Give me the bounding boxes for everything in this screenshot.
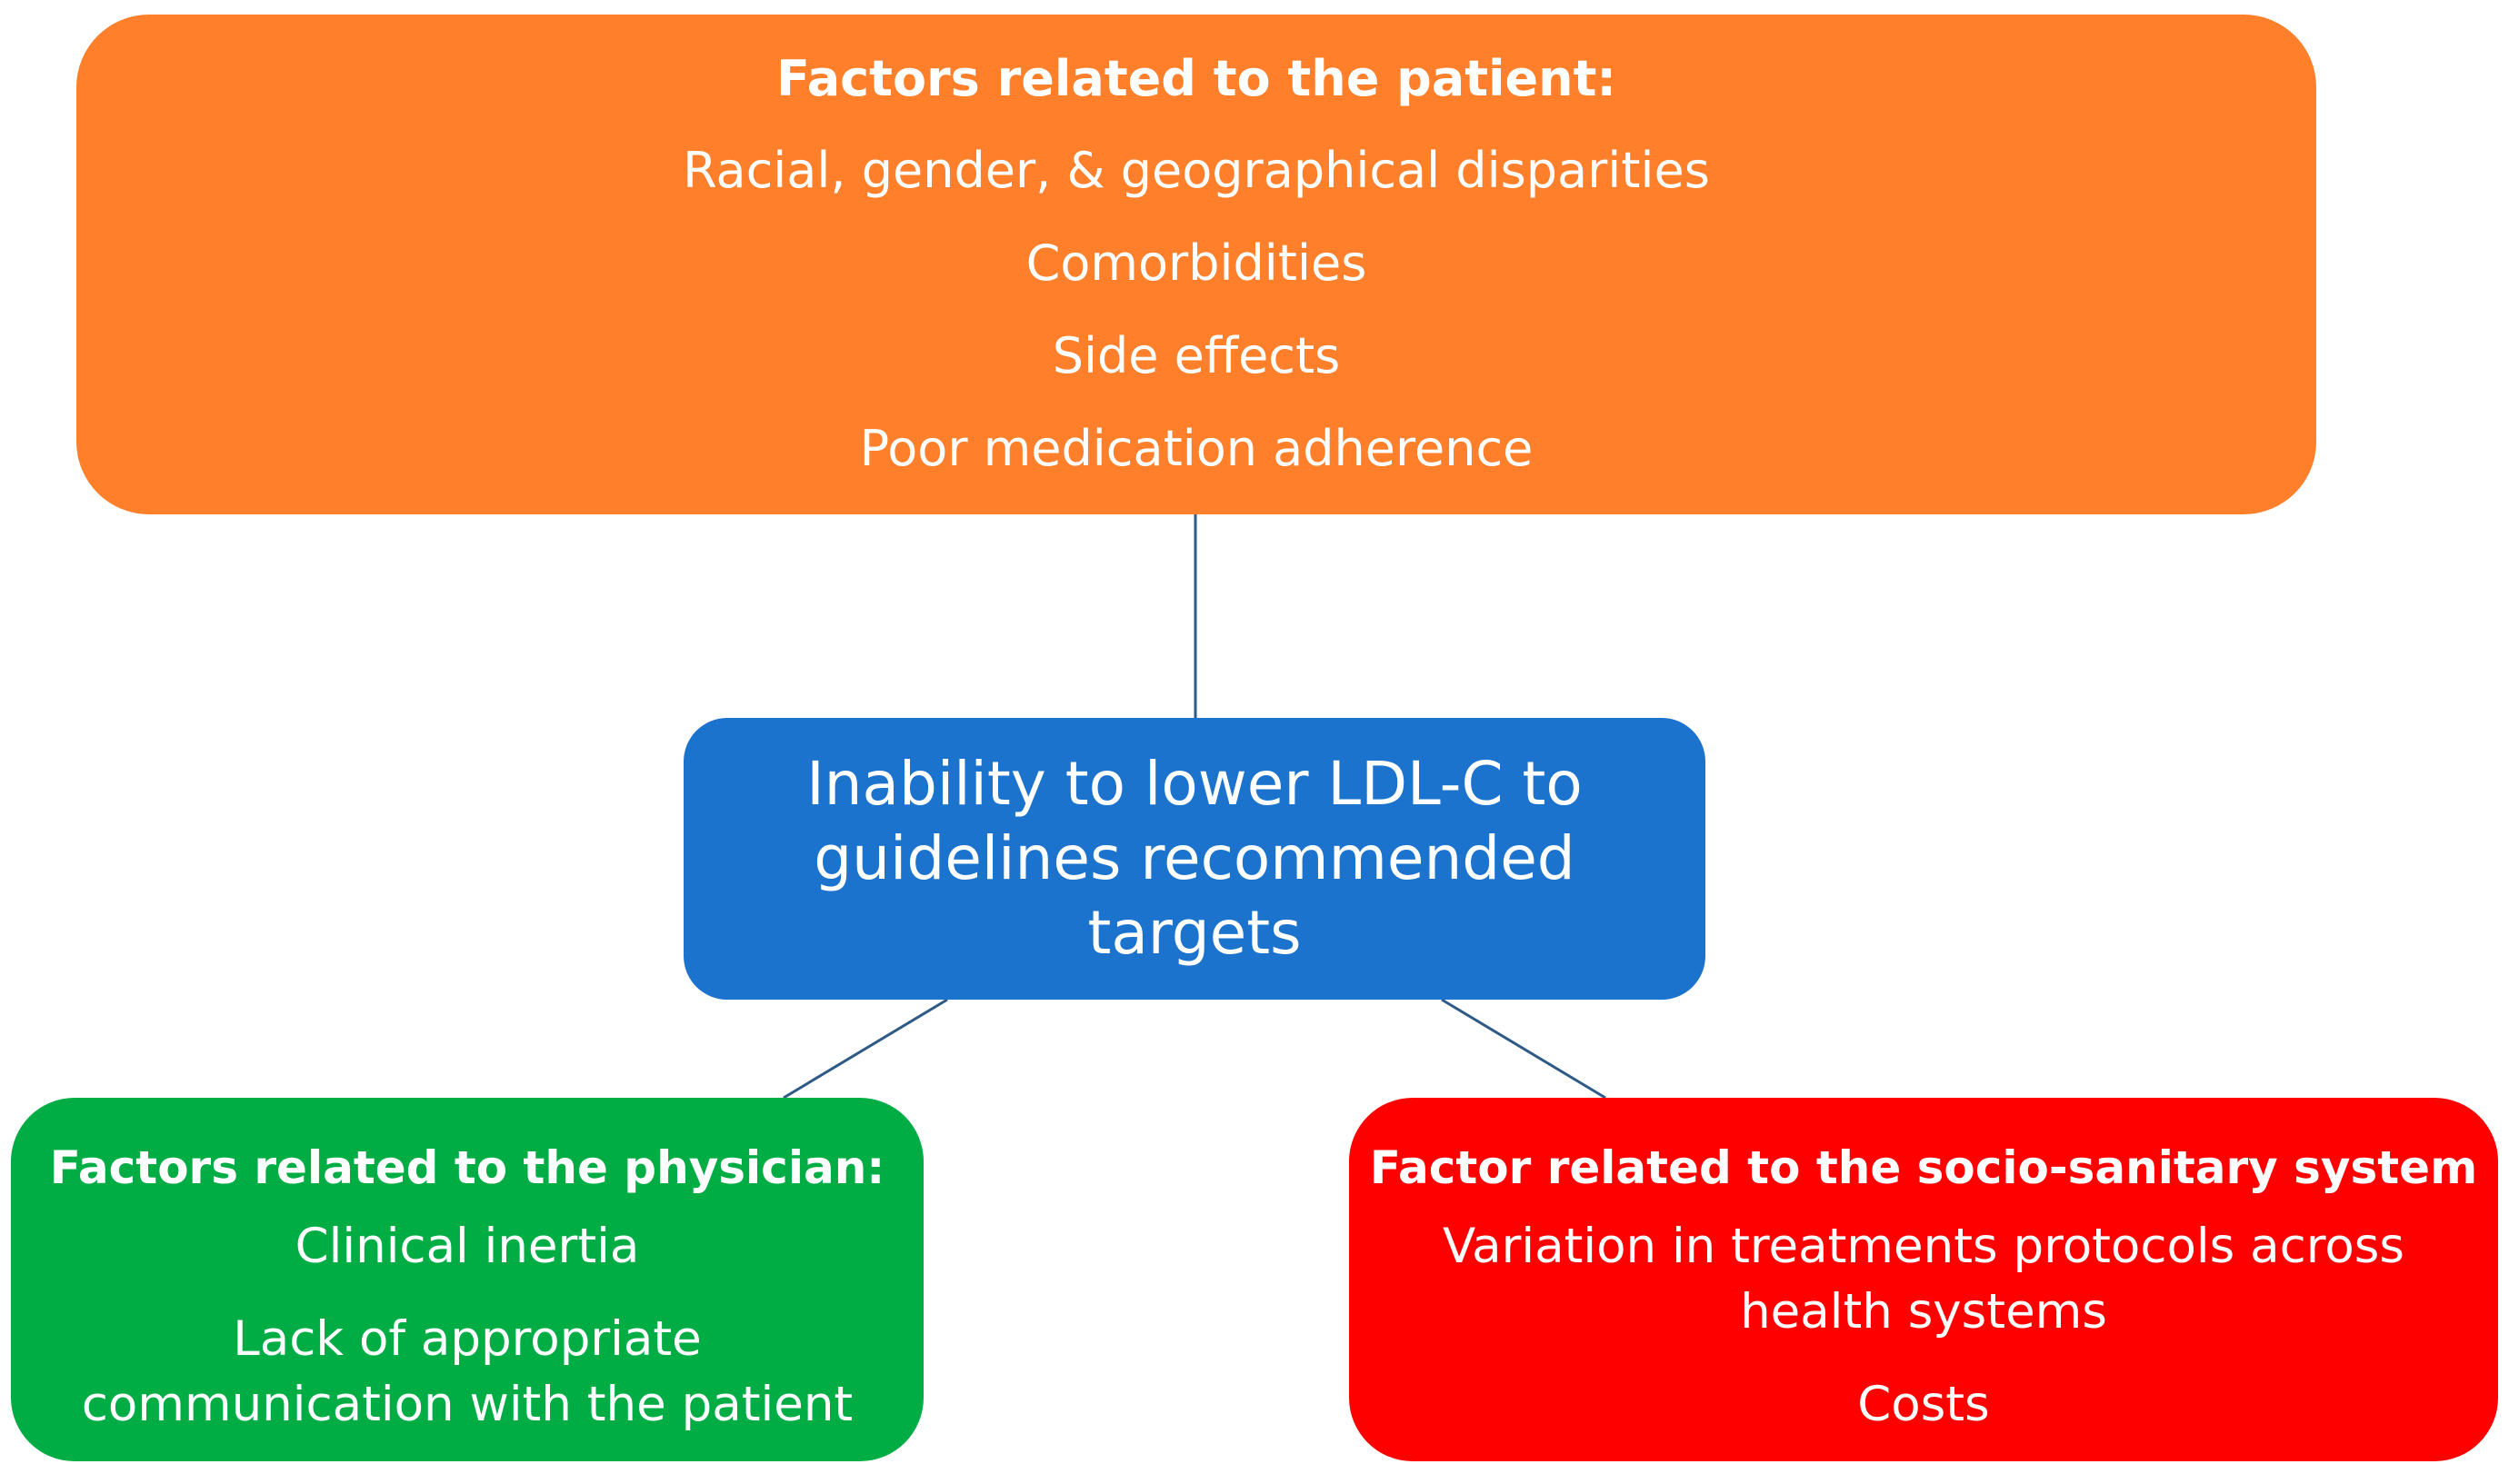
patient-factors-heading: Factors related to the patient: (775, 50, 1617, 107)
physician-factors-box: Factors related to the physician: Clinic… (11, 1098, 924, 1461)
system-factors-heading: Factor related to the socio-sanitary sys… (1369, 1141, 2478, 1194)
system-factor-item: Variation in treatments protocols across (1442, 1219, 2405, 1274)
patient-factors-box: Factors related to the patient: Racial, … (76, 15, 2316, 514)
system-factor-item: Costs (1857, 1377, 1990, 1432)
system-factor-item: health systems (1740, 1284, 2107, 1340)
central-problem-line: guidelines recommended targets (814, 823, 1575, 968)
connector-center-to-physician (783, 998, 948, 1100)
system-factors-box: Factor related to the socio-sanitary sys… (1349, 1098, 2498, 1461)
patient-factor-item: Side effects (1052, 327, 1341, 384)
physician-factors-heading: Factors related to the physician: (49, 1141, 885, 1194)
physician-factor-item: communication with the patient (81, 1377, 854, 1432)
central-problem-box: Inability to lower LDL-C to guidelines r… (684, 718, 1705, 1000)
physician-factor-item: Lack of appropriate (233, 1311, 702, 1367)
patient-factor-item: Racial, gender, & geographical dispariti… (683, 142, 1710, 199)
patient-factor-item: Comorbidities (1025, 234, 1367, 292)
patient-factor-item: Poor medication adherence (859, 420, 1534, 477)
connector-center-to-system (1441, 998, 1606, 1100)
physician-factor-item: Clinical inertia (295, 1219, 640, 1274)
central-problem-line: Inability to lower LDL-C to (806, 749, 1583, 819)
